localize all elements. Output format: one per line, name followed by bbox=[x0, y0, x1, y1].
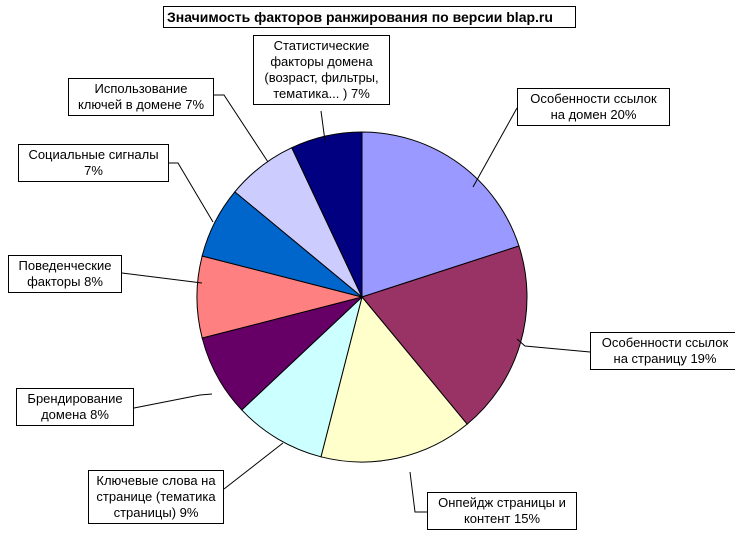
leader-line-social bbox=[169, 162, 214, 223]
leader-line-onpage bbox=[409, 471, 427, 513]
pie-slice-links-domain bbox=[361, 131, 520, 298]
pie-slice-onpage bbox=[320, 295, 468, 463]
chart-title: Значимость факторов ранжирования по верс… bbox=[163, 6, 576, 28]
slice-label-links-domain: Особенности ссылок на домен 20% bbox=[517, 88, 670, 126]
leader-line-keywords-domain bbox=[214, 94, 269, 163]
slice-label-onpage: Онпейдж страницы и контент 15% bbox=[427, 492, 577, 530]
leader-line-domain-stats bbox=[320, 110, 326, 142]
leader-line-links-domain bbox=[472, 107, 518, 188]
pie-slice-domain-stats bbox=[291, 131, 363, 298]
pie-slice-keywords-page bbox=[241, 295, 363, 458]
leader-line-behavioral bbox=[121, 272, 203, 284]
slice-label-keywords-domain: Использование ключей в домене 7% bbox=[68, 78, 214, 116]
slice-label-branding: Брендирование домена 8% bbox=[16, 388, 134, 426]
leader-line-links-page bbox=[516, 338, 591, 353]
slice-label-behavioral: Поведенческие факторы 8% bbox=[8, 255, 122, 293]
leader-line-branding bbox=[133, 393, 213, 409]
slice-label-links-page: Особенности ссылок на страницу 19% bbox=[590, 332, 735, 370]
slice-label-social: Социальные сигналы 7% bbox=[18, 144, 169, 182]
pie-slice-links-page bbox=[361, 245, 528, 425]
slice-label-keywords-page: Ключевые слова на странице (тематика стр… bbox=[88, 470, 224, 524]
leader-line-keywords-page bbox=[223, 442, 284, 490]
slice-label-domain-stats: Статистические факторы домена (возраст, … bbox=[253, 35, 390, 105]
